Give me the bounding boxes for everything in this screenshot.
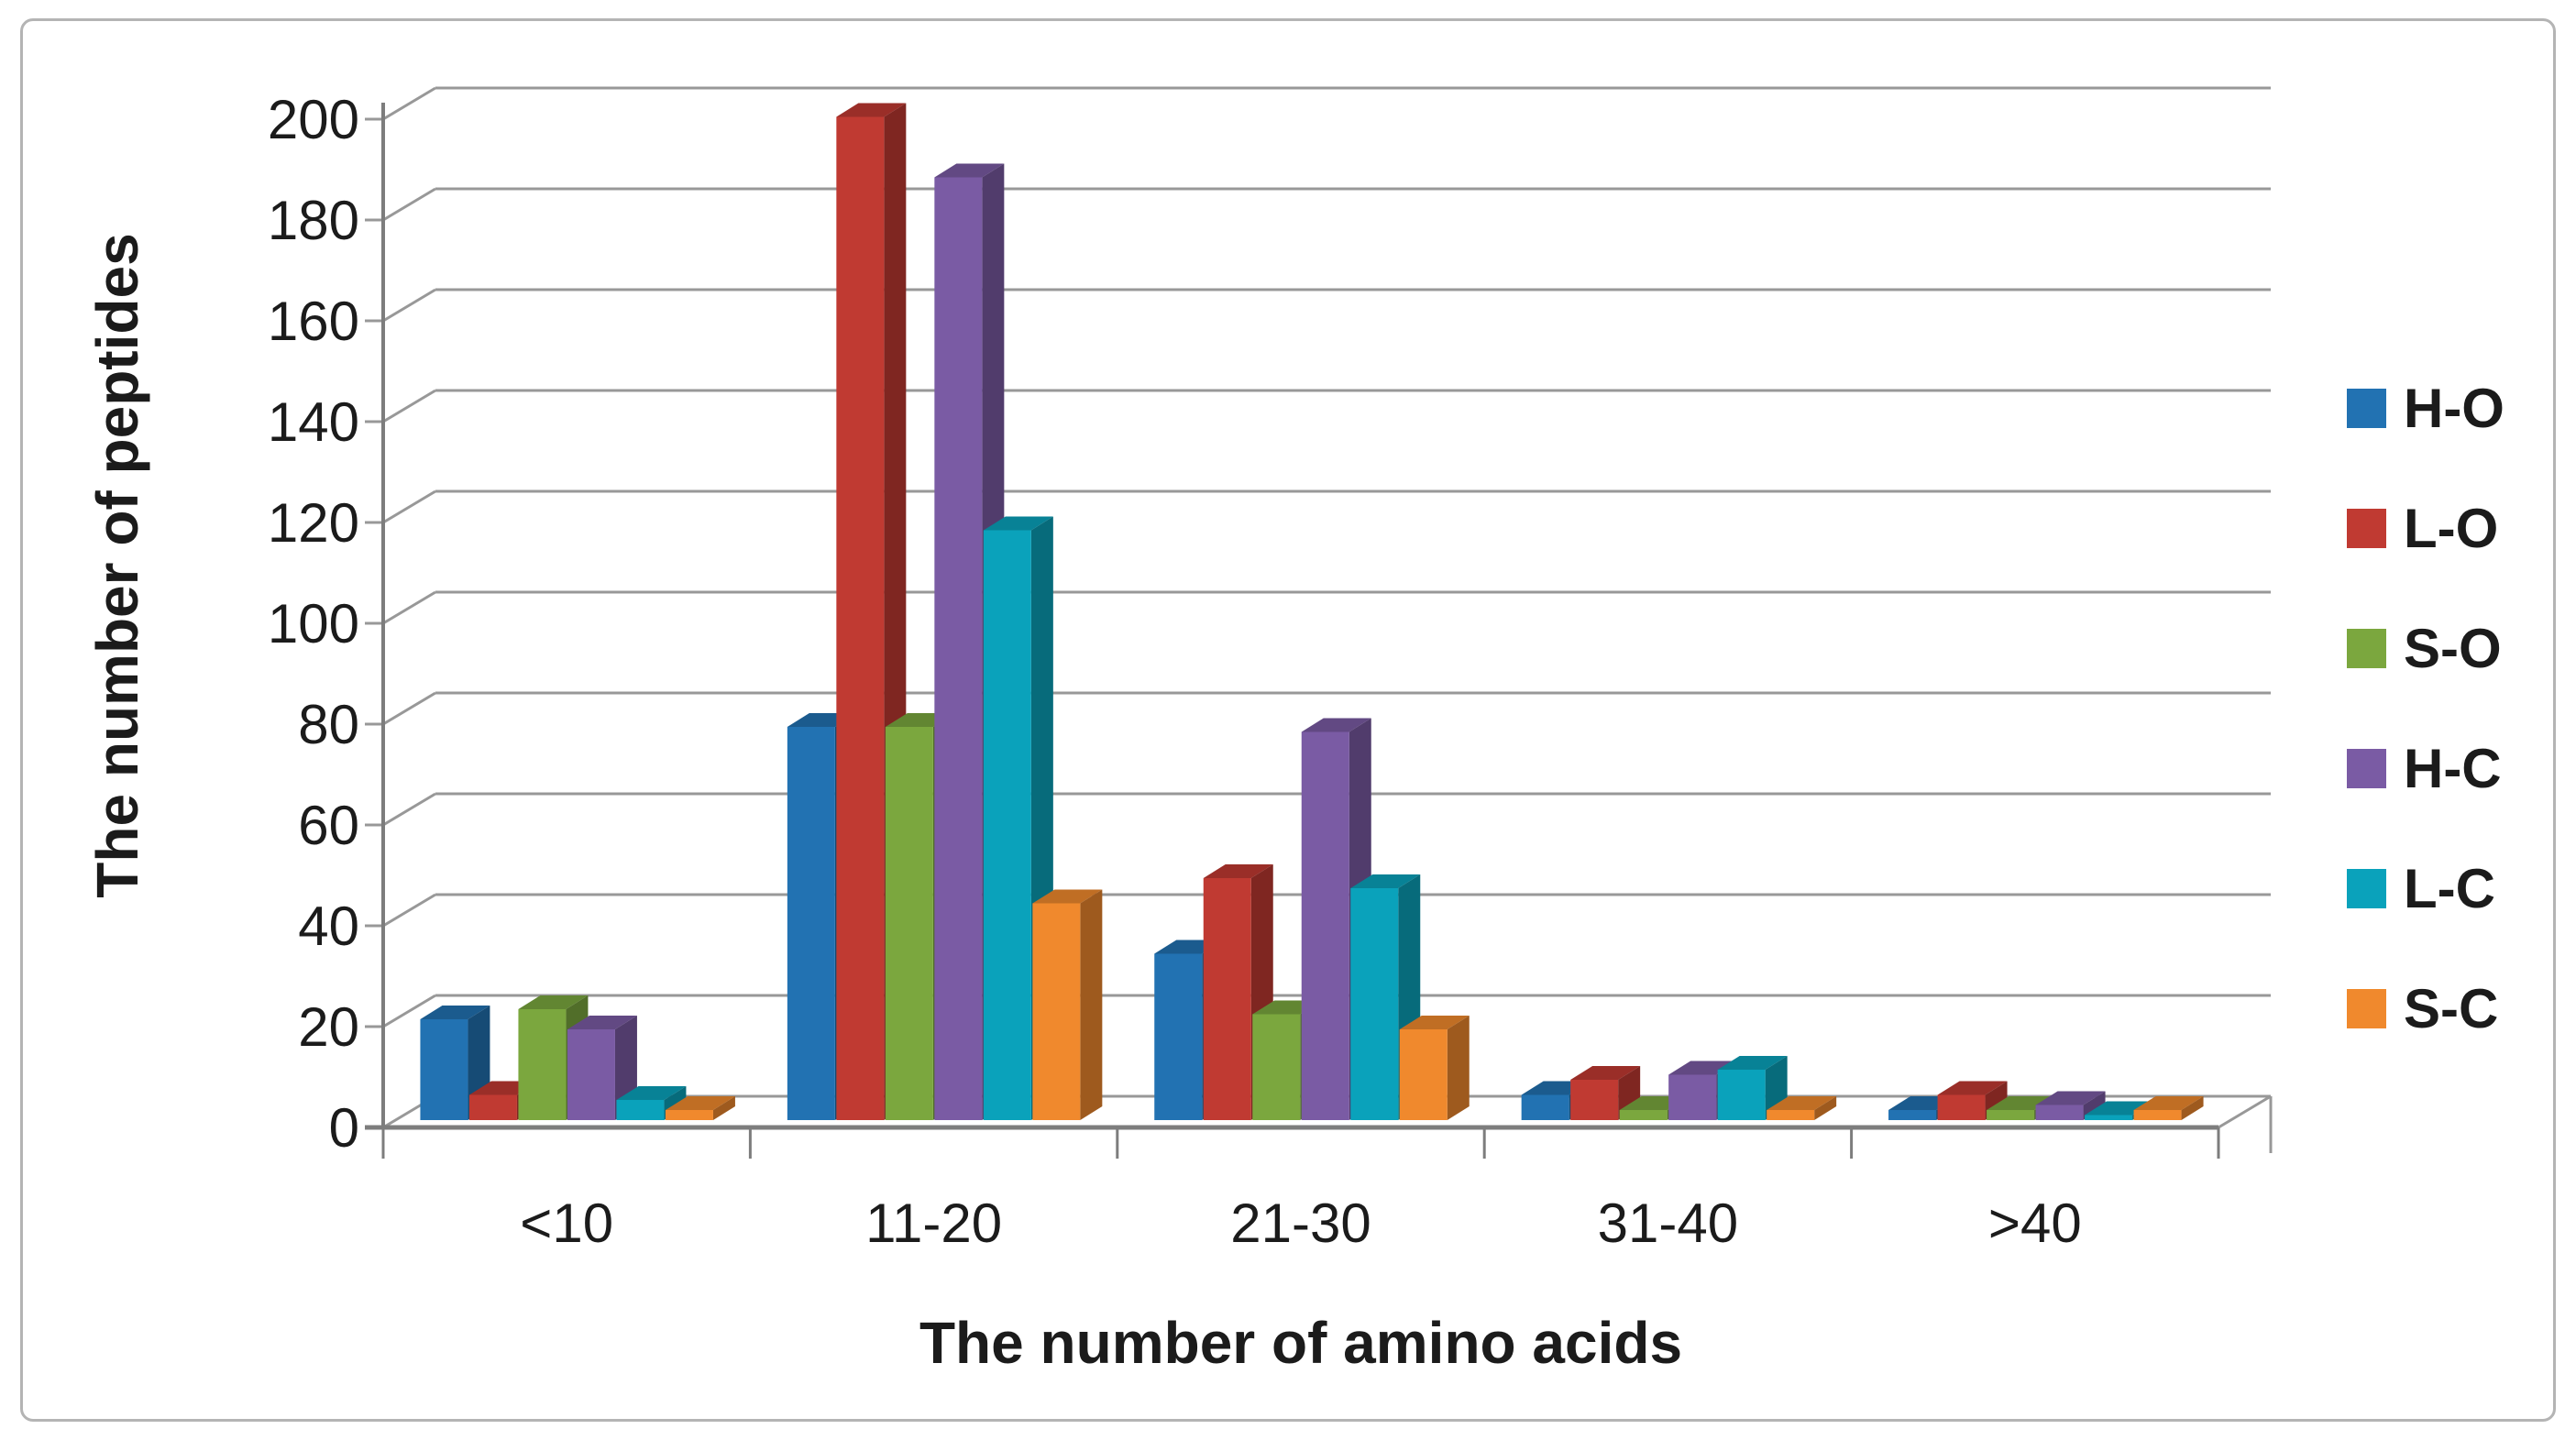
legend-label-S-O: S-O [2404,618,2502,679]
bar-side-S-C-21-30 [1447,1016,1470,1120]
bar-top-S-C-11-20 [1032,889,1103,904]
bar-side-S-C-11-20 [1080,889,1103,1120]
y-tick-label-120: 120 [268,492,359,554]
bar-S-O-11-20 [885,727,933,1120]
figure-frame [20,18,2556,1422]
bar-H-O-21-30 [1154,953,1203,1120]
bar-S-C-31-40 [1767,1110,1815,1120]
bar-top-S-O-<10 [518,995,589,1009]
legend-swatch-H-O [2347,389,2386,428]
y-tick-label-20: 20 [298,996,359,1058]
legend-swatch-L-O [2347,509,2386,548]
y-axis-title: The number of peptides [84,233,150,897]
x-category-label->40: >40 [1988,1193,2082,1254]
bar-S-C->40 [2133,1110,2182,1120]
y-tick-swoosh-100 [365,590,436,625]
bar-top-H-O-<10 [420,1006,490,1019]
bar-L-O-11-20 [836,116,885,1120]
y-tick-swoosh-60 [365,792,436,827]
bar-top-H-C->40 [2035,1091,2106,1105]
y-tick-label-160: 160 [268,291,359,352]
bar-top-L-O-21-30 [1203,864,1273,878]
y-tick-label-200: 200 [268,89,359,150]
bar-top-H-C-<10 [567,1016,637,1029]
bar-side-S-C->40 [2181,1096,2204,1120]
x-category-label-11-20: 11-20 [865,1193,1002,1254]
y-tick-label-100: 100 [268,593,359,654]
bar-top-S-C-21-30 [1399,1016,1470,1029]
y-tick-swoosh-200 [365,86,436,121]
y-tick-label-0: 0 [329,1097,359,1159]
bar-H-O-31-40 [1521,1094,1569,1120]
bar-L-O-<10 [468,1094,517,1120]
legend-swatch-L-C [2347,869,2386,908]
bar-L-C->40 [2085,1115,2133,1120]
bar-L-C-31-40 [1717,1070,1766,1120]
bar-S-C-<10 [665,1110,713,1120]
bar-L-O-21-30 [1203,878,1251,1120]
bar-S-C-21-30 [1399,1029,1448,1120]
bar-H-O-11-20 [787,727,835,1120]
y-tick-swoosh-40 [365,893,436,928]
legend-label-H-C: H-C [2404,738,2502,799]
legend-swatch-S-O [2347,629,2386,668]
bar-top-S-C->40 [2133,1096,2204,1110]
y-tick-label-80: 80 [298,694,359,755]
bar-top-L-C-31-40 [1717,1056,1788,1070]
x-axis-title: The number of amino acids [919,1310,1682,1376]
legend-label-S-C: S-C [2404,978,2498,1039]
bar-S-O-31-40 [1619,1110,1668,1120]
bar-top-S-C-31-40 [1767,1096,1837,1110]
y-tick-label-140: 140 [268,391,359,453]
bar-H-O->40 [1888,1110,1937,1120]
bar-H-C-21-30 [1301,731,1349,1120]
bar-top-S-C-<10 [665,1096,735,1110]
bar-top-H-C-11-20 [934,163,1005,178]
bar-L-C-11-20 [983,530,1031,1120]
plot-layers: 0 20 40 60 80 100 120 140 160 180 200 <10 11-20 21-30… [268,86,2504,1254]
bar-top-L-O-11-20 [836,103,907,117]
legend-swatch-H-C [2347,749,2386,788]
bar-top-L-C-<10 [616,1086,687,1100]
bar-S-O->40 [1987,1110,2035,1120]
y-tick-label-60: 60 [298,795,359,856]
x-category-label-21-30: 21-30 [1230,1193,1371,1254]
bar-H-C->40 [2035,1105,2084,1120]
bar-L-O-31-40 [1570,1080,1619,1120]
y-tick-swoosh-140 [365,389,436,423]
y-tick-label-180: 180 [268,190,359,251]
bar-top-H-C-21-30 [1301,718,1371,732]
x-category-label-31-40: 31-40 [1598,1193,1738,1254]
y-tick-swoosh-80 [365,691,436,726]
bar-H-C-11-20 [934,177,983,1120]
bar-L-C-<10 [616,1100,665,1120]
bar-S-C-11-20 [1032,903,1081,1120]
y-tick-swoosh-120 [365,489,436,524]
legend-label-L-C: L-C [2404,858,2495,919]
bar-H-C-31-40 [1668,1074,1717,1120]
bar-L-O->40 [1937,1094,1986,1120]
legend-swatch-S-C [2347,989,2386,1028]
floor-right-edge [2218,1094,2272,1129]
bar-top-L-C-21-30 [1350,874,1421,888]
y-tick-swoosh-180 [365,187,436,222]
bar-side-S-C-<10 [712,1096,735,1120]
y-tick-swoosh-160 [365,288,436,323]
y-tick-label-40: 40 [298,896,359,957]
legend-label-H-O: H-O [2404,378,2504,439]
bar-S-O-21-30 [1252,1014,1301,1120]
bar-top-L-O->40 [1937,1081,2008,1095]
legend-label-L-O: L-O [2404,498,2498,559]
bar-side-S-C-31-40 [1814,1096,1837,1120]
bar-L-C-21-30 [1350,888,1399,1120]
x-category-label-<10: <10 [520,1193,613,1254]
bar-S-O-<10 [518,1009,567,1120]
bar-H-C-<10 [567,1029,615,1120]
bar-top-L-O-31-40 [1570,1066,1641,1080]
bar-top-L-C-11-20 [983,516,1053,531]
bar-H-O-<10 [420,1019,468,1120]
